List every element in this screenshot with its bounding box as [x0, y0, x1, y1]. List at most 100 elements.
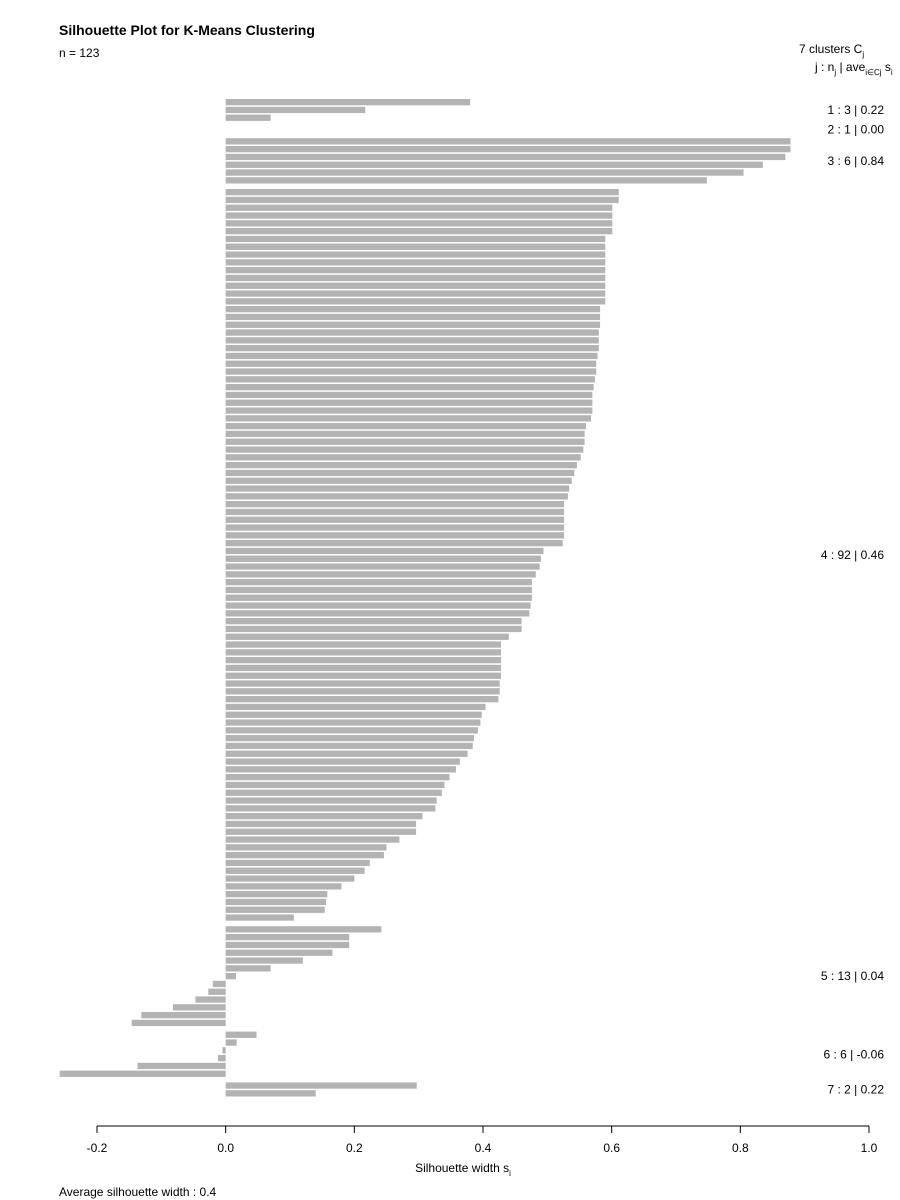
silhouette-bar-c4-34 [225, 446, 584, 453]
silhouette-bar-c4-3 [225, 204, 613, 211]
silhouette-bar-c4-94 [225, 914, 294, 921]
silhouette-bar-c4-76 [225, 774, 450, 781]
silhouette-bar-c6-3 [222, 1047, 226, 1054]
cluster-summary-labels: 1 : 3 | 0.22 2 : 1 | 0.00 3 : 6 | 0.84 4 : … [821, 103, 884, 1096]
silhouette-bar-c4-18 [225, 321, 601, 328]
silhouette-bar-c6-2 [225, 1039, 237, 1046]
silhouette-bar-c5-11 [172, 1004, 226, 1011]
silhouette-bar-c4-65 [225, 688, 500, 695]
chart-title: Silhouette Plot for K-Means Clustering [59, 22, 315, 38]
silhouette-bar-c4-26 [225, 384, 594, 391]
x-tick-label-5: 0.8 [732, 1141, 749, 1155]
silhouette-bar-c3-4 [225, 161, 763, 168]
silhouette-bar-c5-5 [225, 957, 303, 964]
silhouette-bar-c4-33 [225, 438, 585, 445]
silhouette-bar-c4-59 [225, 641, 502, 648]
silhouette-bar-c4-58 [225, 633, 509, 640]
silhouette-bar-c4-51 [225, 579, 532, 586]
cluster-label-2: 2 : 1 | 0.00 [828, 123, 885, 137]
silhouette-bar-c6-6 [59, 1070, 226, 1077]
silhouette-bar-c5-9 [208, 988, 226, 995]
silhouette-bar-c4-54 [225, 602, 531, 609]
silhouette-bar-c4-32 [225, 430, 585, 438]
silhouette-bar-c4-16 [225, 306, 601, 313]
silhouette-bar-c4-6 [225, 228, 613, 235]
cluster-label-5: 5 : 13 | 0.04 [821, 969, 884, 983]
silhouette-bar-c4-48 [225, 555, 541, 562]
silhouette-bar-c4-43 [225, 516, 565, 523]
silhouette-bar-c4-10 [225, 259, 606, 266]
silhouette-bar-c4-15 [225, 298, 606, 305]
silhouette-bar-c4-80 [225, 805, 436, 812]
silhouette-bar-c4-13 [225, 282, 606, 289]
silhouette-bar-c4-62 [225, 664, 502, 672]
silhouette-bar-c5-10 [195, 996, 226, 1003]
silhouette-bar-c4-42 [225, 508, 565, 516]
x-tick-label-0: -0.2 [87, 1141, 108, 1155]
silhouette-bar-c4-29 [225, 407, 593, 414]
silhouette-bar-c4-83 [225, 828, 417, 835]
silhouette-bar-c4-53 [225, 594, 532, 601]
silhouette-bar-c4-85 [225, 844, 387, 851]
silhouette-bar-c4-8 [225, 243, 606, 250]
cluster-label-4: 4 : 92 | 0.46 [821, 548, 884, 562]
x-tick-label-3: 0.4 [475, 1141, 492, 1155]
silhouette-bar-c4-31 [225, 423, 586, 430]
silhouette-bar-c4-2 [225, 196, 619, 204]
silhouette-bars [59, 99, 791, 1097]
silhouette-bar-c4-44 [225, 524, 565, 531]
silhouette-bar-c4-9 [225, 251, 606, 258]
silhouette-bar-c4-79 [225, 797, 437, 804]
silhouette-bar-c4-41 [225, 501, 565, 508]
silhouette-bar-c4-28 [225, 399, 593, 406]
silhouette-bar-c4-69 [225, 719, 481, 726]
x-tick-label-2: 0.2 [346, 1141, 363, 1155]
silhouette-bar-c4-60 [225, 649, 502, 656]
silhouette-bar-c4-75 [225, 766, 456, 773]
silhouette-bar-c4-47 [225, 547, 544, 555]
silhouette-bar-c4-21 [225, 345, 599, 352]
silhouette-bar-c4-49 [225, 563, 540, 570]
silhouette-bar-c4-19 [225, 329, 599, 336]
silhouette-bar-c4-20 [225, 337, 599, 344]
x-tick-label-4: 0.6 [603, 1141, 620, 1155]
silhouette-bar-c4-91 [225, 891, 328, 898]
silhouette-bar-c4-88 [225, 867, 365, 874]
silhouette-bar-c4-93 [225, 906, 325, 913]
silhouette-bar-c4-82 [225, 820, 417, 828]
cluster-label-6: 6 : 6 | -0.06 [824, 1047, 885, 1061]
x-tick-label-1: 0.0 [217, 1141, 234, 1155]
x-axis-label: Silhouette width si [415, 1161, 511, 1178]
sample-count: n = 123 [59, 46, 100, 60]
silhouette-bar-c1-2 [225, 106, 366, 114]
silhouette-bar-c4-67 [225, 703, 486, 711]
silhouette-bar-c4-92 [225, 898, 327, 906]
x-axis: -0.2 0.0 0.2 0.4 0.6 0.8 1.0 [87, 1125, 878, 1155]
silhouette-bar-c5-7 [225, 973, 236, 980]
silhouette-bar-c4-30 [225, 415, 592, 422]
silhouette-bar-c4-22 [225, 352, 598, 360]
cluster-label-1: 1 : 3 | 0.22 [828, 103, 885, 117]
silhouette-bar-c1-1 [225, 99, 471, 106]
silhouette-bar-c4-74 [225, 758, 460, 765]
silhouette-bar-c5-12 [141, 1012, 226, 1019]
silhouette-bar-c4-7 [225, 235, 606, 243]
average-silhouette-width: Average silhouette width : 0.4 [59, 1185, 217, 1199]
legend-columns-heading: j : nj | avei∈Cj si [814, 60, 893, 77]
silhouette-bar-c4-63 [225, 672, 502, 679]
silhouette-bar-c4-23 [225, 360, 597, 367]
silhouette-bar-c4-57 [225, 625, 522, 633]
silhouette-bar-c4-1 [225, 189, 619, 196]
silhouette-bar-c4-84 [225, 836, 400, 843]
silhouette-bar-c4-78 [225, 789, 442, 796]
silhouette-bar-c5-6 [225, 965, 271, 972]
silhouette-bar-c4-56 [225, 618, 522, 625]
silhouette-bar-c4-40 [225, 493, 568, 500]
silhouette-bar-c4-71 [225, 735, 474, 742]
silhouette-bar-c6-4 [217, 1055, 226, 1062]
silhouette-bar-c4-4 [225, 212, 613, 219]
silhouette-bar-c6-5 [137, 1062, 226, 1070]
silhouette-bar-c4-25 [225, 376, 595, 383]
silhouette-bar-c4-35 [225, 454, 581, 461]
silhouette-bar-c4-72 [225, 742, 473, 750]
